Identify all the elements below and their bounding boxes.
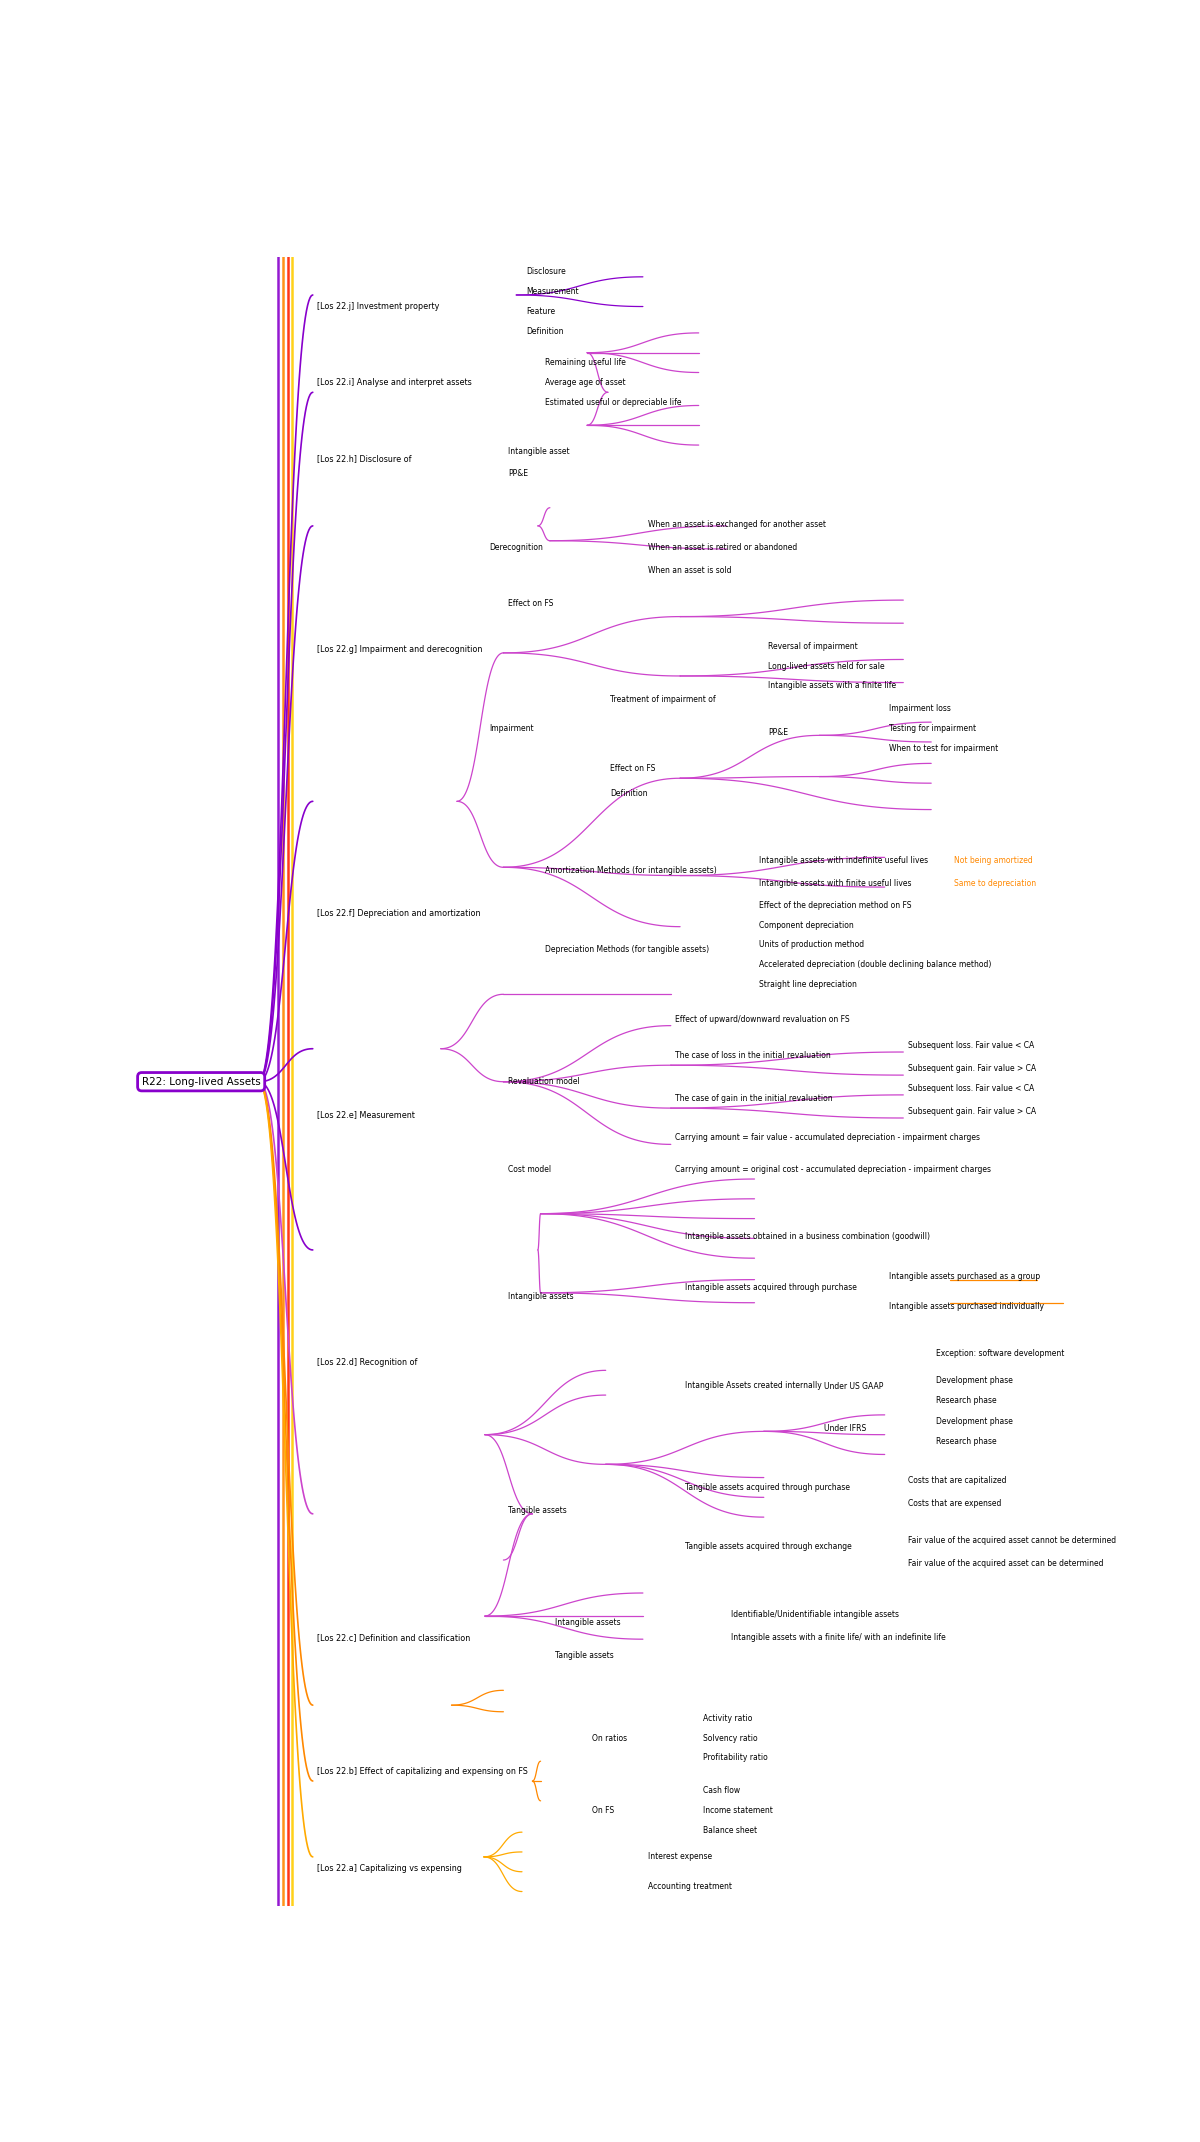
Text: [Los 22.d] Recognition of: [Los 22.d] Recognition of <box>317 1358 418 1367</box>
Text: Impairment loss: Impairment loss <box>889 705 952 713</box>
Text: Measurement: Measurement <box>527 287 580 296</box>
Text: Development phase: Development phase <box>936 1418 1013 1427</box>
Text: On ratios: On ratios <box>592 1733 626 1744</box>
Text: Intangible asset: Intangible asset <box>508 448 570 456</box>
Text: When to test for impairment: When to test for impairment <box>889 743 998 754</box>
Text: Amortization Methods (for intangible assets): Amortization Methods (for intangible ass… <box>545 865 718 876</box>
Text: Intangible assets: Intangible assets <box>554 1617 620 1628</box>
Text: Fair value of the acquired asset cannot be determined: Fair value of the acquired asset cannot … <box>908 1536 1116 1544</box>
Text: Units of production method: Units of production method <box>760 940 864 949</box>
Text: Accounting treatment: Accounting treatment <box>648 1883 732 1891</box>
Text: Costs that are expensed: Costs that are expensed <box>908 1499 1001 1508</box>
Text: Accelerated depreciation (double declining balance method): Accelerated depreciation (double declini… <box>760 960 991 968</box>
Text: Treatment of impairment of: Treatment of impairment of <box>611 694 716 703</box>
Text: Tangible assets acquired through exchange: Tangible assets acquired through exchang… <box>685 1542 852 1551</box>
Text: Research phase: Research phase <box>936 1437 996 1446</box>
Text: Disclosure: Disclosure <box>527 268 566 276</box>
Text: Profitability ratio: Profitability ratio <box>703 1754 768 1763</box>
Text: Same to depreciation: Same to depreciation <box>954 878 1037 889</box>
Text: Intangible assets acquired through purchase: Intangible assets acquired through purch… <box>685 1283 857 1292</box>
Text: Tangible assets: Tangible assets <box>554 1651 613 1660</box>
Text: Depreciation Methods (for tangible assets): Depreciation Methods (for tangible asset… <box>545 945 709 955</box>
Text: Effect of upward/downward revaluation on FS: Effect of upward/downward revaluation on… <box>676 1015 850 1024</box>
Text: Definition: Definition <box>611 788 648 797</box>
Text: Development phase: Development phase <box>936 1375 1013 1384</box>
Text: Effect on FS: Effect on FS <box>611 765 655 773</box>
Text: Exception: software development: Exception: software development <box>936 1349 1064 1358</box>
Text: [Los 22.i] Analyse and interpret assets: [Los 22.i] Analyse and interpret assets <box>317 377 472 388</box>
Text: Activity ratio: Activity ratio <box>703 1714 752 1722</box>
Text: Testing for impairment: Testing for impairment <box>889 724 977 733</box>
Text: Derecognition: Derecognition <box>490 542 544 553</box>
Text: Cost model: Cost model <box>508 1165 551 1174</box>
Text: Not being amortized: Not being amortized <box>954 857 1033 865</box>
Text: Intangible assets purchased as a group: Intangible assets purchased as a group <box>889 1272 1040 1281</box>
Text: PP&E: PP&E <box>508 469 528 478</box>
Text: Remaining useful life: Remaining useful life <box>545 358 626 366</box>
Text: R22: Long-lived Assets: R22: Long-lived Assets <box>142 1077 260 1086</box>
Text: Income statement: Income statement <box>703 1806 773 1814</box>
Text: Carrying amount = fair value - accumulated depreciation - impairment charges: Carrying amount = fair value - accumulat… <box>676 1133 980 1142</box>
Text: The case of gain in the initial revaluation: The case of gain in the initial revaluat… <box>676 1095 833 1103</box>
Text: [Los 22.g] Impairment and derecognition: [Los 22.g] Impairment and derecognition <box>317 645 482 653</box>
Text: [Los 22.e] Measurement: [Los 22.e] Measurement <box>317 1110 415 1120</box>
Text: [Los 22.j] Investment property: [Los 22.j] Investment property <box>317 302 439 311</box>
Text: Effect of the depreciation method on FS: Effect of the depreciation method on FS <box>760 902 912 910</box>
Text: Intangible assets with finite useful lives: Intangible assets with finite useful liv… <box>760 878 912 889</box>
Text: Identifiable/Unidentifiable intangible assets: Identifiable/Unidentifiable intangible a… <box>731 1611 899 1619</box>
Text: Cash flow: Cash flow <box>703 1786 740 1795</box>
Text: Intangible assets with a finite life: Intangible assets with a finite life <box>768 681 896 690</box>
Text: PP&E: PP&E <box>768 728 788 737</box>
Text: Under IFRS: Under IFRS <box>824 1424 866 1433</box>
Text: Long-lived assets held for sale: Long-lived assets held for sale <box>768 662 886 670</box>
Text: Subsequent gain. Fair value > CA: Subsequent gain. Fair value > CA <box>908 1065 1036 1073</box>
Text: [Los 22.b] Effect of capitalizing and expensing on FS: [Los 22.b] Effect of capitalizing and ex… <box>317 1767 528 1776</box>
Text: [Los 22.f] Depreciation and amortization: [Los 22.f] Depreciation and amortization <box>317 908 481 919</box>
Text: Subsequent loss. Fair value < CA: Subsequent loss. Fair value < CA <box>908 1041 1034 1050</box>
Text: Balance sheet: Balance sheet <box>703 1825 757 1836</box>
Text: On FS: On FS <box>592 1806 614 1814</box>
Text: Effect on FS: Effect on FS <box>508 600 553 608</box>
Text: Intangible assets with a finite life/ with an indefinite life: Intangible assets with a finite life/ wi… <box>731 1632 946 1643</box>
Text: Revaluation model: Revaluation model <box>508 1077 580 1086</box>
Text: [Los 22.c] Definition and classification: [Los 22.c] Definition and classification <box>317 1632 470 1643</box>
Text: The case of loss in the initial revaluation: The case of loss in the initial revaluat… <box>676 1052 832 1060</box>
Text: Fair value of the acquired asset can be determined: Fair value of the acquired asset can be … <box>908 1559 1104 1568</box>
Text: When an asset is retired or abandoned: When an asset is retired or abandoned <box>648 542 797 553</box>
Text: Reversal of impairment: Reversal of impairment <box>768 643 858 651</box>
Text: [Los 22.a] Capitalizing vs expensing: [Los 22.a] Capitalizing vs expensing <box>317 1864 462 1872</box>
Text: Intangible Assets created internally: Intangible Assets created internally <box>685 1382 822 1390</box>
Text: Costs that are capitalized: Costs that are capitalized <box>908 1476 1007 1484</box>
Text: Subsequent gain. Fair value > CA: Subsequent gain. Fair value > CA <box>908 1107 1036 1116</box>
Text: Under US GAAP: Under US GAAP <box>824 1382 883 1392</box>
Text: Tangible assets acquired through purchase: Tangible assets acquired through purchas… <box>685 1482 850 1493</box>
Text: Estimated useful or depreciable life: Estimated useful or depreciable life <box>545 398 682 407</box>
Text: Intangible assets obtained in a business combination (goodwill): Intangible assets obtained in a business… <box>685 1232 930 1240</box>
Text: When an asset is sold: When an asset is sold <box>648 565 731 574</box>
Text: Interest expense: Interest expense <box>648 1853 712 1861</box>
Text: Definition: Definition <box>527 328 564 336</box>
Text: Intangible assets with indefinite useful lives: Intangible assets with indefinite useful… <box>760 857 929 865</box>
Text: Subsequent loss. Fair value < CA: Subsequent loss. Fair value < CA <box>908 1084 1034 1092</box>
Text: Straight line depreciation: Straight line depreciation <box>760 979 857 990</box>
Text: When an asset is exchanged for another asset: When an asset is exchanged for another a… <box>648 521 826 529</box>
Text: Feature: Feature <box>527 306 556 317</box>
Text: Component depreciation: Component depreciation <box>760 921 854 930</box>
Text: Carrying amount = original cost - accumulated depreciation - impairment charges: Carrying amount = original cost - accumu… <box>676 1165 991 1174</box>
Text: Solvency ratio: Solvency ratio <box>703 1733 758 1744</box>
Text: Intangible assets: Intangible assets <box>508 1292 574 1300</box>
Text: [Los 22.h] Disclosure of: [Los 22.h] Disclosure of <box>317 454 412 463</box>
Text: Tangible assets: Tangible assets <box>508 1506 566 1514</box>
Text: Impairment: Impairment <box>490 724 534 733</box>
Text: Research phase: Research phase <box>936 1397 996 1405</box>
Text: Intangible assets purchased individually: Intangible assets purchased individually <box>889 1302 1044 1311</box>
Text: Average age of asset: Average age of asset <box>545 377 626 388</box>
